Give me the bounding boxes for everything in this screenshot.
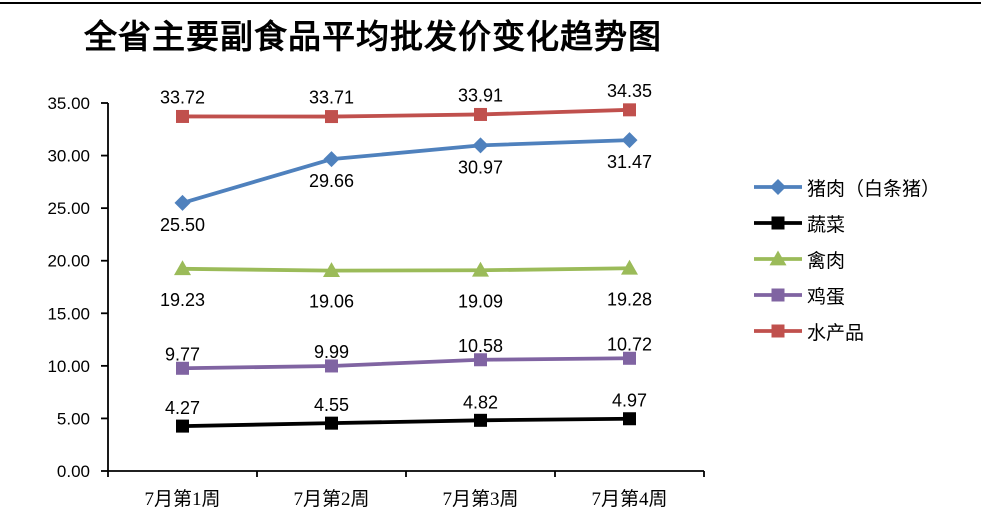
legend-marker-poultry-icon [769,250,787,266]
series-line-poultry [182,266,630,273]
x-axis-category-label: 7月第2周 [293,488,369,510]
y-axis-tick-label: 0.00 [57,462,90,481]
data-point-label-pork: 30.97 [458,157,503,177]
legend-item-aquatic-products: 水产品 [754,313,940,349]
legend-label-pork: 猪肉（白条猪） [807,178,941,200]
data-point-marker-poultry [472,261,489,277]
data-point-label-eggs: 10.72 [607,334,652,354]
series-poultry: 19.23 19.06 19.09 19.28 [160,259,652,312]
series-line-vegetables [182,416,630,429]
y-axis-tick-label: 35.00 [47,94,90,113]
data-point-marker-aquatic-products [623,103,636,117]
data-point-label-pork: 31.47 [607,152,652,172]
data-point-marker-eggs [474,353,487,367]
data-point-label-aquatic-products: 34.35 [607,81,652,101]
legend-marker-aquatic-products-icon [771,324,785,338]
x-axis-category-label: 7月第4周 [591,488,667,510]
legend-swatch-pork [754,179,802,195]
legend-swatch-eggs [754,288,802,302]
legend-item-pork: 猪肉（白条猪） [754,169,940,205]
legend-swatch-vegetables [754,216,802,230]
legend-label-eggs: 鸡蛋 [807,286,846,308]
data-point-label-vegetables: 4.55 [314,395,349,415]
data-point-marker-pork [472,137,489,154]
series-vegetables: 4.27 4.55 4.82 4.97 [165,391,647,433]
data-point-marker-eggs [325,359,338,373]
x-axis-category-label: 7月第1周 [144,488,220,510]
y-axis-tick-label: 10.00 [47,357,90,376]
legend-swatch-aquatic-products [754,324,802,338]
chart-title: 全省主要副食品平均批发价变化趋势图 [84,20,662,56]
data-point-label-poultry: 19.09 [458,291,503,311]
y-axis-tick-label: 15.00 [47,304,90,323]
chart-legend: 猪肉（白条猪） 蔬菜禽肉鸡蛋水产品 [754,169,940,349]
data-point-marker-pork [323,151,340,168]
x-axis-category-label: 7月第3周 [442,488,518,510]
top-border-line [0,2,981,4]
y-axis-tick-label: 5.00 [57,409,90,428]
data-point-marker-poultry [621,259,638,275]
legend-label-vegetables: 蔬菜 [807,214,846,236]
legend-swatch-poultry [754,250,802,266]
data-point-marker-poultry [174,260,191,276]
series-pork: 25.50 29.66 30.97 31.47 [160,132,652,235]
data-point-marker-aquatic-products [176,109,189,123]
legend-item-vegetables: 蔬菜 [754,205,940,241]
data-point-label-poultry: 19.06 [309,292,354,312]
y-axis-tick-label: 20.00 [47,252,90,271]
legend-label-poultry: 禽肉 [807,250,846,272]
legend-marker-pork-icon [770,179,786,195]
data-point-label-pork: 25.50 [160,215,205,235]
data-point-marker-vegetables [474,413,487,427]
data-point-marker-vegetables [325,416,338,430]
series-line-eggs [182,356,630,371]
data-point-label-eggs: 10.58 [458,336,503,356]
data-point-label-pork: 29.66 [309,171,354,191]
y-axis-tick-label: 25.00 [47,199,90,218]
legend-marker-eggs-icon [771,288,785,302]
data-point-label-poultry: 19.28 [607,289,652,309]
legend-marker-vegetables-icon [771,216,785,230]
legend-item-eggs: 鸡蛋 [754,277,940,313]
data-point-marker-pork [621,132,638,149]
data-point-marker-aquatic-products [325,110,338,124]
data-point-label-aquatic-products: 33.72 [160,87,205,107]
data-point-marker-pork [174,194,191,211]
data-point-marker-vegetables [176,419,189,433]
data-point-marker-eggs [176,361,189,375]
data-point-label-aquatic-products: 33.71 [309,88,354,108]
data-point-label-eggs: 9.77 [165,344,200,364]
series-line-pork [181,138,630,205]
series-line-aquatic-products [182,107,630,119]
legend-item-poultry: 禽肉 [754,241,940,277]
data-point-marker-vegetables [623,412,636,426]
series-eggs: 9.77 9.99 10.58 10.72 [165,334,652,375]
data-point-marker-eggs [623,351,636,365]
data-point-label-vegetables: 4.27 [165,398,200,418]
legend-label-aquatic-products: 水产品 [807,322,865,344]
data-point-label-poultry: 19.23 [160,290,205,310]
data-point-label-eggs: 9.99 [314,342,349,362]
data-point-marker-poultry [323,262,340,277]
series-aquatic-products: 33.72 33.71 33.91 34.35 [160,81,652,124]
data-point-marker-aquatic-products [474,107,487,121]
data-point-label-vegetables: 4.82 [463,392,498,412]
y-axis-tick-label: 30.00 [47,147,90,166]
data-point-label-aquatic-products: 33.91 [458,85,503,105]
data-point-label-vegetables: 4.97 [612,391,647,411]
